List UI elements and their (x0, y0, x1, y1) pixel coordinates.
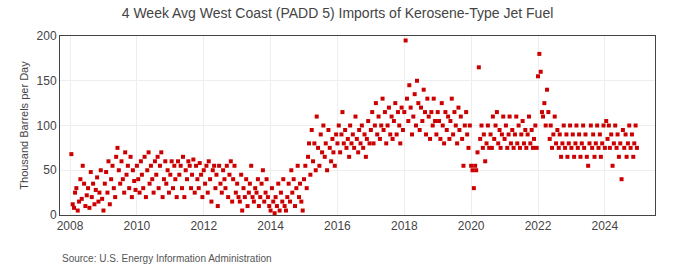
svg-text:2012: 2012 (190, 219, 217, 233)
svg-text:0: 0 (50, 208, 57, 222)
svg-text:100: 100 (37, 119, 57, 133)
svg-text:50: 50 (43, 163, 57, 177)
svg-text:Source: U.S. Energy Informatio: Source: U.S. Energy Information Administ… (62, 253, 272, 264)
svg-text:4 Week Avg West Coast (PADD 5): 4 Week Avg West Coast (PADD 5) Imports o… (122, 5, 554, 21)
svg-text:150: 150 (37, 74, 57, 88)
svg-text:200: 200 (37, 29, 57, 43)
svg-text:2010: 2010 (124, 219, 151, 233)
svg-text:2014: 2014 (257, 219, 284, 233)
svg-text:2018: 2018 (391, 219, 418, 233)
svg-text:2020: 2020 (458, 219, 485, 233)
svg-text:2022: 2022 (525, 219, 552, 233)
svg-text:2008: 2008 (57, 219, 84, 233)
svg-text:2016: 2016 (324, 219, 351, 233)
svg-text:Thousand Barrels per Day: Thousand Barrels per Day (18, 61, 30, 190)
svg-text:2024: 2024 (592, 219, 619, 233)
